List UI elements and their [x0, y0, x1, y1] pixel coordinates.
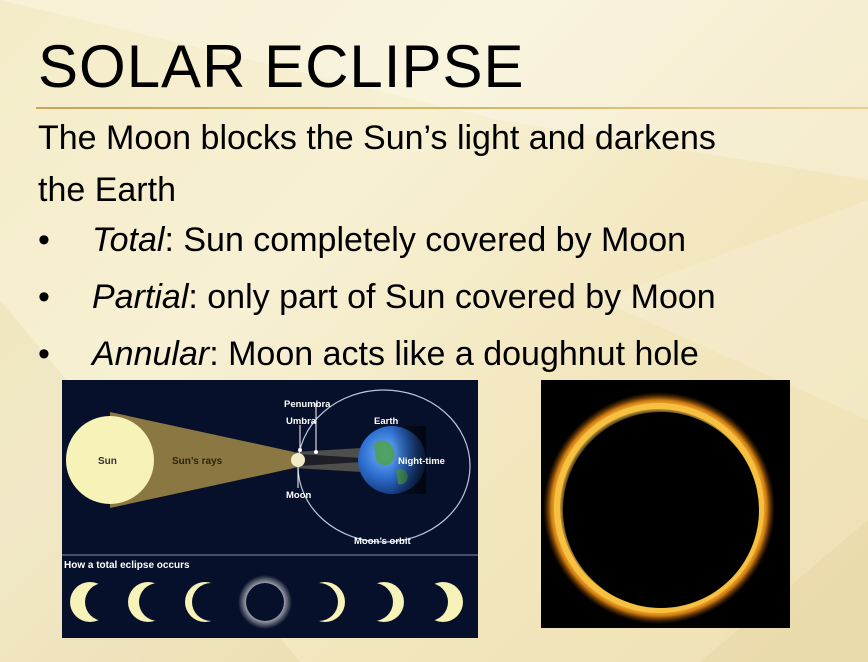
- bullet-term: Partial: [92, 278, 189, 316]
- umbra-label: Umbra: [286, 416, 317, 427]
- penumbra-label: Penumbra: [284, 399, 331, 410]
- phase-crescent: [410, 582, 463, 622]
- bullet-dot: •: [38, 335, 50, 373]
- phase-crescent: [185, 582, 230, 622]
- night-time-label: Night-time: [398, 456, 445, 467]
- moons-orbit-label: Moon’s orbit: [354, 536, 411, 547]
- bullet-dot: •: [38, 221, 50, 259]
- eclipse-phase-sequence: [70, 575, 463, 629]
- phase-crescent: [355, 582, 404, 622]
- phase-crescent: [70, 582, 123, 622]
- bullet-term: Total: [92, 221, 165, 259]
- bullet-dot: •: [38, 278, 50, 316]
- sun-rays-label: Sun’s rays: [172, 456, 223, 467]
- moon-shape: [291, 453, 305, 467]
- annular-ring: [554, 403, 764, 613]
- bullet-description: : Moon acts like a doughnut hole: [209, 335, 699, 373]
- title-underline: [36, 107, 868, 109]
- bullet-partial: • Partial: only part of Sun covered by Mo…: [38, 271, 716, 328]
- earth-shape: [358, 426, 426, 494]
- earth-label: Earth: [374, 416, 398, 427]
- bullet-term: Annular: [92, 335, 210, 373]
- phase-crescent: [128, 582, 177, 622]
- sun-shape: [66, 416, 154, 504]
- intro-text: The Moon blocks the Sun’s light and dark…: [38, 119, 716, 209]
- bullet-list: • Total: Sun completely covered by Moon •…: [38, 214, 716, 385]
- phase-crescent: [300, 582, 345, 622]
- bullet-total: • Total: Sun completely covered by Moon: [38, 214, 716, 271]
- diagram-caption: How a total eclipse occurs: [64, 560, 190, 571]
- moon-label: Moon: [286, 490, 312, 501]
- bullet-description: : only part of Sun covered by Moon: [188, 278, 716, 316]
- annular-eclipse-photo: [541, 380, 790, 628]
- sun-rays-cone: [110, 412, 294, 508]
- phase-totality: [238, 575, 292, 629]
- moon-disc: [563, 412, 759, 608]
- bullet-annular: • Annular: Moon acts like a doughnut hole: [38, 328, 716, 385]
- eclipse-diagram: Sun Sun’s rays Penumbra Umbra Earth Nigh…: [62, 380, 478, 638]
- slide-title: SOLAR ECLIPSE: [38, 33, 525, 100]
- sun-label: Sun: [98, 456, 117, 467]
- bullet-description: : Sun completely covered by Moon: [164, 221, 687, 259]
